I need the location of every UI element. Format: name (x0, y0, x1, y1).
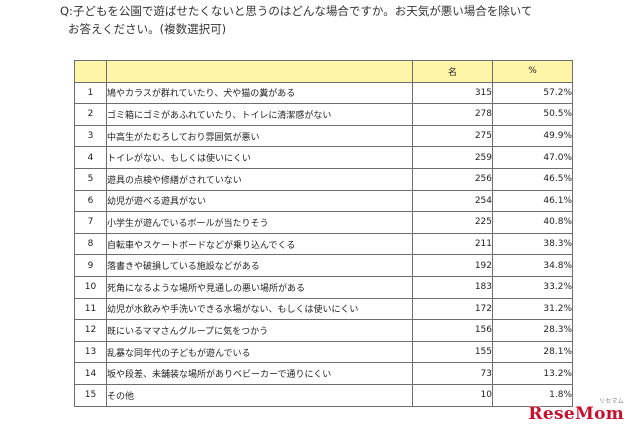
row-count: 315 (412, 81, 493, 105)
row-count: 275 (412, 124, 493, 148)
row-item: 自転車やスケートボードなどが乗り込んでくる (106, 232, 413, 256)
row-item: 落書きや破損している施設などがある (106, 254, 413, 277)
table-row: 5 遊具の点検や修繕がされていない 256 46.5% (74, 167, 573, 191)
row-item: トイレがない、もしくは使いにくい (106, 146, 413, 169)
row-number: 3 (74, 124, 107, 148)
row-item: 鳩やカラスが群れていたり、犬や猫の糞がある (106, 81, 413, 105)
row-percent: 31.2% (492, 297, 573, 321)
row-count: 256 (412, 167, 493, 191)
row-item: 死角になるような場所や見通しの悪い場所がある (106, 275, 413, 299)
row-number: 4 (74, 146, 107, 169)
table-row: 13 乱暴な同年代の子どもが遊んでいる 155 28.1% (74, 340, 573, 364)
row-item: 幼児が遊べる遊具がない (106, 189, 413, 213)
table-row: 14 坂や段差、未舗装な場所がありベビーカーで通りにくい 73 13.2% (74, 362, 573, 385)
table-row: 11 幼児が水飲みや手洗いできる水場がない、もしくは使いにくい 172 31.2% (74, 297, 573, 321)
table-row: 12 既にいるママさんグループに気をつかう 156 28.3% (74, 319, 573, 342)
row-percent: 47.0% (492, 146, 573, 169)
table-row: 3 中高生がたむろしており雰囲気が悪い 275 49.9% (74, 124, 573, 148)
table-row: 1 鳩やカラスが群れていたり、犬や猫の糞がある 315 57.2% (74, 81, 573, 105)
row-count: 155 (412, 340, 493, 364)
row-percent: 50.5% (492, 103, 573, 126)
row-percent: 46.1% (492, 189, 573, 213)
resemom-logo: リセマム ReseMom (528, 398, 624, 424)
table-header-row: 名 % (74, 60, 573, 83)
table-row: 2 ゴミ箱にゴミがあふれていたり、トイレに清潔感がない 278 50.5% (74, 103, 573, 126)
header-count: 名 (412, 60, 493, 83)
row-number: 1 (74, 81, 107, 105)
header-item (106, 60, 413, 83)
row-count: 211 (412, 232, 493, 256)
table-row: 15 その他 10 1.8% (74, 383, 573, 407)
row-percent: 13.2% (492, 362, 573, 385)
table-row: 6 幼児が遊べる遊具がない 254 46.1% (74, 189, 573, 213)
question-text: Q:子どもを公園で遊ばせたくないと思うのはどんな場合ですか。お天気が悪い場合を除… (60, 2, 620, 38)
row-number: 13 (74, 340, 107, 364)
row-percent: 1.8% (492, 383, 573, 407)
row-number: 10 (74, 275, 107, 299)
table-row: 9 落書きや破損している施設などがある 192 34.8% (74, 254, 573, 277)
row-percent: 49.9% (492, 124, 573, 148)
row-count: 183 (412, 275, 493, 299)
row-item: 乱暴な同年代の子どもが遊んでいる (106, 340, 413, 364)
logo-kana: リセマム (598, 398, 624, 405)
row-item: 小学生が遊んでいるボールが当たりそう (106, 211, 413, 234)
row-item: 幼児が水飲みや手洗いできる水場がない、もしくは使いにくい (106, 297, 413, 321)
question-line-2: お答えください。(複数選択可) (68, 22, 227, 36)
row-count: 254 (412, 189, 493, 213)
row-item: 坂や段差、未舗装な場所がありベビーカーで通りにくい (106, 362, 413, 385)
header-percent: % (492, 60, 573, 83)
row-number: 7 (74, 211, 107, 234)
row-item: その他 (106, 383, 413, 407)
row-number: 6 (74, 189, 107, 213)
row-item: 遊具の点検や修繕がされていない (106, 167, 413, 191)
row-percent: 57.2% (492, 81, 573, 105)
row-percent: 38.3% (492, 232, 573, 256)
row-item: 中高生がたむろしており雰囲気が悪い (106, 124, 413, 148)
logo-text: ReseMom (528, 404, 624, 424)
row-percent: 34.8% (492, 254, 573, 277)
question-line-1: Q:子どもを公園で遊ばせたくないと思うのはどんな場合ですか。お天気が悪い場合を除… (60, 4, 533, 18)
table-row: 10 死角になるような場所や見通しの悪い場所がある 183 33.2% (74, 275, 573, 299)
survey-results-table: 名 % 1 鳩やカラスが群れていたり、犬や猫の糞がある 315 57.2% 2 ゴミ箱にゴ… (74, 60, 573, 407)
row-percent: 46.5% (492, 167, 573, 191)
row-count: 156 (412, 319, 493, 342)
row-count: 278 (412, 103, 493, 126)
table-row: 4 トイレがない、もしくは使いにくい 259 47.0% (74, 146, 573, 169)
row-count: 259 (412, 146, 493, 169)
row-count: 172 (412, 297, 493, 321)
header-no (74, 60, 107, 83)
row-number: 8 (74, 232, 107, 256)
row-item: ゴミ箱にゴミがあふれていたり、トイレに清潔感がない (106, 103, 413, 126)
row-number: 2 (74, 103, 107, 126)
row-number: 11 (74, 297, 107, 321)
row-count: 225 (412, 211, 493, 234)
row-count: 73 (412, 362, 493, 385)
row-count: 192 (412, 254, 493, 277)
table-row: 7 小学生が遊んでいるボールが当たりそう 225 40.8% (74, 211, 573, 234)
row-number: 9 (74, 254, 107, 277)
table-row: 8 自転車やスケートボードなどが乗り込んでくる 211 38.3% (74, 232, 573, 256)
row-count: 10 (412, 383, 493, 407)
row-number: 15 (74, 383, 107, 407)
row-number: 5 (74, 167, 107, 191)
row-percent: 28.1% (492, 340, 573, 364)
row-percent: 33.2% (492, 275, 573, 299)
row-number: 14 (74, 362, 107, 385)
row-percent: 40.8% (492, 211, 573, 234)
row-item: 既にいるママさんグループに気をつかう (106, 319, 413, 342)
row-percent: 28.3% (492, 319, 573, 342)
row-number: 12 (74, 319, 107, 342)
